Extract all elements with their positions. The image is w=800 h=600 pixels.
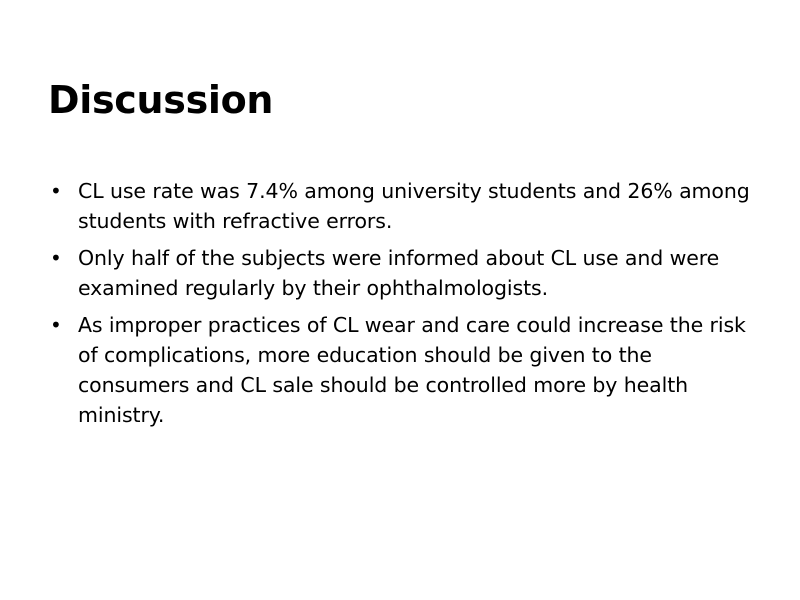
bullet-dot: • [50, 246, 62, 270]
bullet-list: • CL use rate was 7.4% among university … [48, 176, 763, 437]
bullet-dot: • [50, 179, 62, 203]
bullet-text: CL use rate was 7.4% among university st… [78, 179, 750, 233]
bullet-dot: • [50, 313, 62, 337]
bullet-text: Only half of the subjects were informed … [78, 246, 720, 300]
bullet-item-3: • As improper practices of CL wear and c… [48, 310, 763, 430]
bullet-text: As improper practices of CL wear and car… [78, 313, 746, 427]
bullet-item-1: • CL use rate was 7.4% among university … [48, 176, 763, 236]
slide-title: Discussion [48, 78, 274, 122]
bullet-item-2: • Only half of the subjects were informe… [48, 243, 763, 303]
